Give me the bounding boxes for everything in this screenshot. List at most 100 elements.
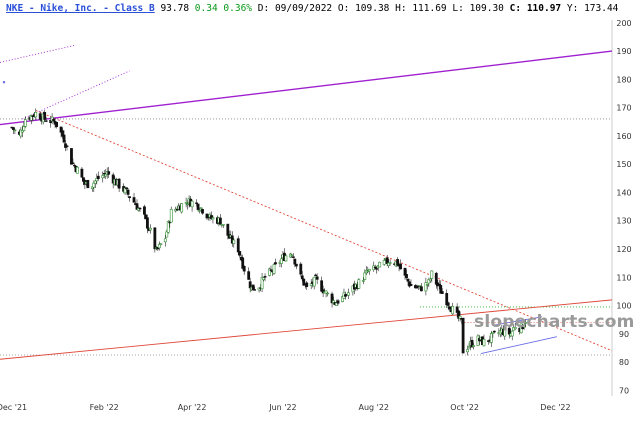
candle-body bbox=[123, 187, 127, 194]
candles-group bbox=[10, 108, 528, 356]
candle-body bbox=[61, 130, 64, 137]
trendline-descending bbox=[35, 110, 613, 352]
candle-body bbox=[232, 239, 236, 244]
candle-body bbox=[104, 173, 108, 177]
candle-body bbox=[440, 291, 444, 294]
candle-body bbox=[90, 186, 94, 189]
candle-body bbox=[144, 214, 148, 219]
candle-body bbox=[71, 162, 75, 164]
candle-body bbox=[424, 282, 428, 292]
x-tick-label: Apr '22 bbox=[178, 403, 207, 412]
header-bar: NKE - Nike, Inc. - Class B 93.78 0.34 0.… bbox=[6, 3, 618, 14]
candle-body bbox=[420, 286, 423, 292]
candle-body bbox=[274, 262, 277, 265]
low-value: 109.30 bbox=[469, 3, 504, 14]
candle-body bbox=[382, 260, 386, 265]
x-tick-label: Jun '22 bbox=[268, 403, 296, 412]
candle-body bbox=[387, 262, 391, 266]
candle-body bbox=[22, 126, 26, 131]
candle-body bbox=[101, 175, 105, 179]
candle-body bbox=[451, 305, 455, 315]
candle-body bbox=[491, 331, 495, 334]
candle-body bbox=[470, 339, 474, 348]
watermark: slopecharts.com bbox=[474, 312, 635, 332]
candle-body bbox=[314, 274, 318, 277]
candle-body bbox=[315, 276, 319, 280]
date-label: D: bbox=[257, 3, 270, 14]
candle-body bbox=[143, 206, 146, 215]
candle-body bbox=[138, 207, 142, 210]
y-tick-label: 150 bbox=[616, 160, 631, 169]
candle-body bbox=[107, 171, 111, 175]
candle-body bbox=[414, 285, 417, 289]
y-label: Y: bbox=[566, 3, 579, 14]
candle-body bbox=[49, 119, 53, 123]
candle-body bbox=[165, 231, 169, 238]
candle-body bbox=[458, 315, 462, 320]
candle-body bbox=[299, 263, 303, 275]
candle-body bbox=[269, 269, 273, 271]
y-tick-label: 130 bbox=[616, 217, 631, 226]
candle-body bbox=[262, 277, 265, 280]
candle-body bbox=[427, 279, 431, 284]
candle-body bbox=[199, 207, 203, 209]
candle-body bbox=[251, 284, 255, 291]
y-tick-label: 80 bbox=[619, 358, 629, 367]
x-tick-label: Dec '22 bbox=[540, 403, 570, 412]
candle-body bbox=[13, 129, 17, 132]
candle-body bbox=[375, 268, 379, 270]
candle-body bbox=[418, 285, 422, 287]
candle-body bbox=[205, 213, 209, 219]
candle-body bbox=[92, 182, 96, 188]
candle-body bbox=[146, 217, 149, 229]
candle-body bbox=[434, 272, 438, 285]
candle-body bbox=[55, 121, 58, 128]
candle-body bbox=[96, 175, 100, 179]
candle-body bbox=[236, 238, 240, 253]
candle-body bbox=[326, 292, 329, 295]
trendline-channel-top bbox=[492, 316, 543, 326]
edge-marker bbox=[2, 80, 6, 84]
candle-body bbox=[196, 203, 200, 210]
candle-body bbox=[492, 330, 496, 333]
candle-body bbox=[263, 276, 267, 278]
candle-body bbox=[405, 274, 408, 279]
candle-body bbox=[126, 189, 130, 195]
candle-body bbox=[86, 179, 90, 189]
date-value: 09/09/2022 bbox=[274, 3, 333, 14]
candle-body bbox=[153, 227, 157, 250]
candle-body bbox=[62, 134, 66, 143]
candle-body bbox=[260, 277, 264, 290]
candle-body bbox=[102, 172, 106, 175]
symbol-link[interactable]: NKE - Nike, Inc. - Class B bbox=[6, 3, 155, 14]
candle-body bbox=[357, 279, 361, 289]
y-value: 173.44 bbox=[584, 3, 619, 14]
candle-body bbox=[186, 203, 190, 206]
open-label: O: bbox=[337, 3, 350, 14]
candle-body bbox=[284, 255, 288, 262]
candle-body bbox=[312, 276, 316, 287]
candle-body bbox=[347, 292, 350, 296]
candle-body bbox=[218, 217, 222, 225]
candle-body bbox=[184, 202, 188, 204]
candle-body bbox=[361, 280, 365, 282]
candle-body bbox=[341, 296, 344, 302]
candle-body bbox=[482, 339, 486, 347]
candle-body bbox=[198, 210, 201, 212]
price-change: 0.34 bbox=[194, 3, 218, 14]
candle-body bbox=[403, 267, 407, 276]
candle-body bbox=[268, 268, 271, 276]
candle-body bbox=[388, 262, 392, 264]
x-tick-label: Oct '22 bbox=[450, 403, 479, 412]
y-tick-label: 170 bbox=[616, 104, 631, 113]
candle-body bbox=[180, 203, 184, 213]
candle-body bbox=[336, 300, 340, 304]
candle-body bbox=[430, 270, 434, 279]
high-label: H: bbox=[395, 3, 407, 14]
candle-body bbox=[70, 148, 73, 165]
candle-body bbox=[59, 126, 63, 133]
candle-body bbox=[43, 112, 47, 120]
candle-body bbox=[309, 283, 313, 286]
